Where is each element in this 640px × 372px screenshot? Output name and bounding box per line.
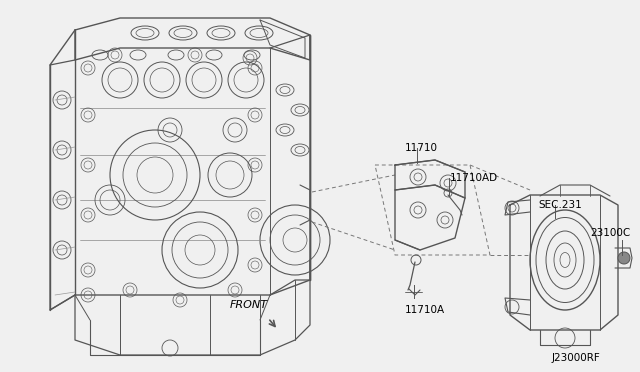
Text: 11710A: 11710A (405, 305, 445, 315)
Text: SEC.231: SEC.231 (538, 200, 582, 210)
Text: 11710: 11710 (405, 143, 438, 153)
Text: J23000RF: J23000RF (551, 353, 600, 363)
Text: 11710AD: 11710AD (450, 173, 498, 183)
Text: FRONT: FRONT (230, 300, 268, 310)
Circle shape (618, 252, 630, 264)
Text: 23100C: 23100C (590, 228, 630, 238)
